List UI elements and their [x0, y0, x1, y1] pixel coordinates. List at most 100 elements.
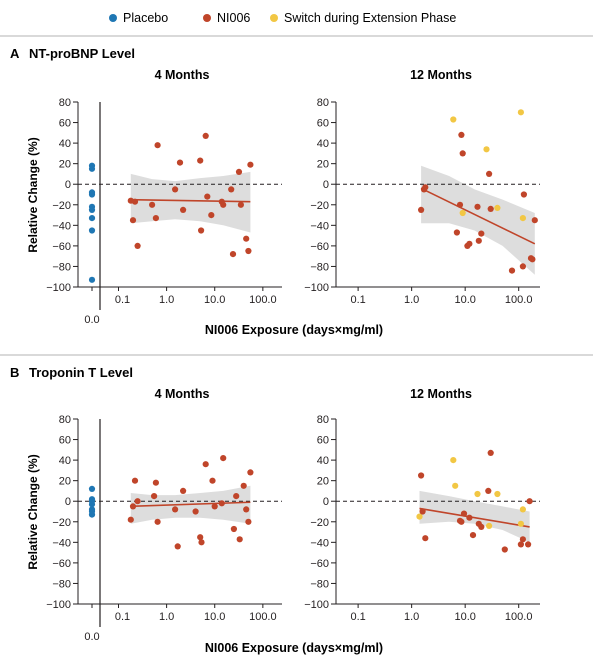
ni006-point [220, 201, 227, 208]
y-tick-label: 20 [317, 476, 329, 488]
ni006-point [198, 539, 205, 546]
y-tick-label: −60 [52, 241, 71, 253]
ni006-point [211, 503, 218, 510]
y-tick-label: 80 [317, 414, 329, 426]
x-tick-label: 1.0 [404, 294, 419, 306]
placebo-point [88, 485, 96, 492]
legend-swatch-switch [270, 14, 278, 22]
x-tick-label: 10.0 [204, 611, 225, 623]
ni006-point [519, 536, 527, 543]
ni006-point [229, 251, 237, 258]
placebo-point [88, 227, 96, 234]
x-tick-label-zero: 0.0 [84, 314, 99, 326]
ni006-point [525, 541, 532, 548]
ni006-point [129, 217, 137, 224]
x-tick-label: 0.1 [115, 294, 130, 306]
panel-letter-a: A [10, 46, 20, 61]
ni006-point [460, 510, 468, 517]
y-tick-label: −40 [310, 220, 329, 232]
ni006-point [197, 534, 204, 541]
y-tick-label: 60 [317, 435, 329, 447]
y-tick-label: −60 [310, 241, 329, 253]
ni006-point [459, 150, 466, 157]
y-tick-label: 40 [59, 455, 71, 467]
ni006-point [172, 506, 179, 513]
x-tick-label: 0.1 [350, 611, 365, 623]
switch-point [494, 204, 501, 211]
ni006-point [458, 131, 465, 138]
legend-label-ni006: NI006 [217, 11, 250, 25]
ni006-point [526, 498, 533, 505]
y-tick-label: 60 [317, 118, 329, 130]
placebo-point [88, 191, 96, 198]
y-tick-label: −20 [310, 200, 329, 212]
ni006-point [474, 203, 481, 210]
ni006-point [485, 487, 492, 494]
y-tick-label: 20 [59, 159, 71, 171]
y-tick-label: 80 [59, 414, 71, 426]
y-tick-label: −20 [310, 517, 329, 529]
section-title-b: Troponin T Level [29, 365, 133, 380]
x-tick-label: 100.0 [249, 294, 277, 306]
ni006-point [422, 535, 429, 542]
y-tick-label: −80 [52, 578, 71, 590]
ni006-point [531, 217, 538, 224]
ni006-point [176, 159, 184, 166]
x-tick-label: 10.0 [454, 294, 475, 306]
placebo-point [88, 511, 96, 518]
y-tick-label: −60 [52, 558, 71, 570]
ni006-point [247, 161, 254, 168]
ni006-point [204, 193, 211, 200]
switch-point [486, 522, 493, 530]
x-tick-label: 1.0 [404, 611, 419, 623]
x-tick-label: 100.0 [505, 611, 533, 623]
confidence-band [421, 165, 535, 275]
ni006-point [180, 487, 187, 494]
switch-point [459, 209, 466, 217]
ni006-point [197, 157, 204, 164]
placebo-point [88, 501, 96, 508]
ni006-point [487, 205, 494, 212]
panel-letter-b: B [10, 365, 19, 380]
ni006-point [202, 132, 209, 139]
x-tick-label: 1.0 [159, 611, 174, 623]
ni006-point [418, 472, 425, 479]
y-tick-label: −60 [310, 558, 329, 570]
y-tick-label: −80 [310, 261, 329, 273]
ni006-point [154, 518, 161, 525]
ni006-point [209, 477, 216, 484]
x-tick-label: 100.0 [505, 294, 533, 306]
x-tick-label: 100.0 [249, 611, 277, 623]
regression-line [420, 187, 536, 245]
ni006-point [478, 230, 485, 237]
switch-point [519, 215, 527, 222]
switch-point [452, 482, 459, 489]
regression-line [130, 198, 251, 203]
ni006-point [243, 235, 250, 242]
x-tick-label: 0.1 [350, 294, 365, 306]
switch-point [517, 109, 525, 116]
ni006-point [517, 541, 525, 548]
x-tick-label: 10.0 [204, 294, 225, 306]
ni006-point [519, 263, 527, 270]
y-tick-label: 0 [65, 496, 71, 508]
ni006-point [475, 237, 482, 244]
ni006-point [478, 523, 485, 531]
ni006-point [172, 186, 179, 193]
subtitle-b-4m: 4 Months [155, 387, 210, 401]
y-tick-label: −100 [46, 282, 71, 294]
ni006-point [154, 142, 161, 149]
y-tick-label: −100 [304, 282, 329, 294]
ni006-point [198, 227, 205, 234]
subtitle-a-4m: 4 Months [155, 68, 210, 82]
confidence-band [130, 171, 251, 233]
y-tick-label: −40 [310, 537, 329, 549]
ni006-point [529, 256, 536, 263]
ni006-point [127, 516, 134, 523]
ni006-point [520, 191, 528, 198]
ni006-point [152, 479, 159, 486]
x-tick-label-zero: 0.0 [84, 631, 99, 643]
panel-b-4-months: 80 60 40 20 0 −20 −40 −60 −80 −100 0.1 1.0 10.0 100.0… [46, 414, 282, 643]
ni006-point [501, 546, 508, 553]
y-tick-label: −20 [52, 517, 71, 529]
